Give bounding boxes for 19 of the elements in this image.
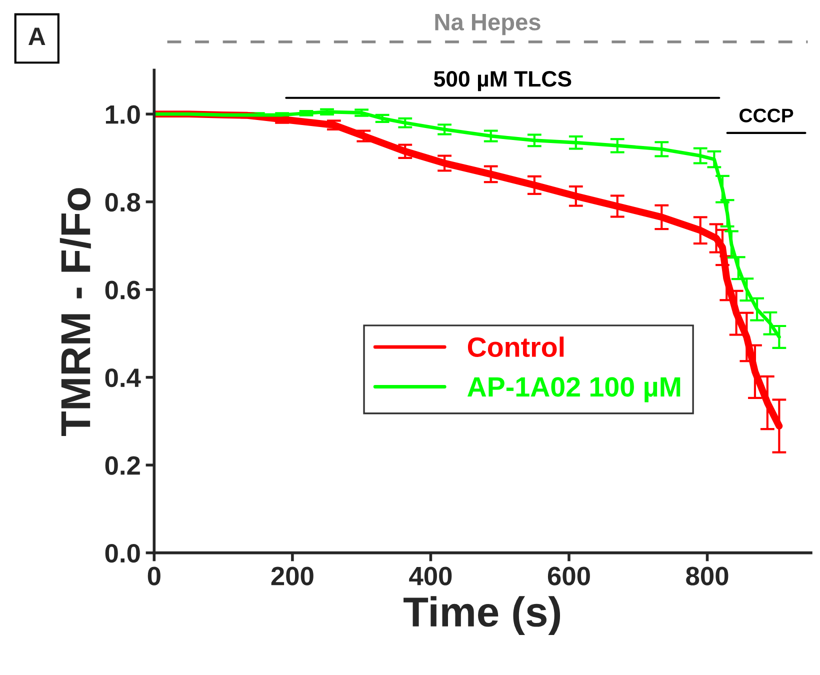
annotation: CCCP — [740, 108, 794, 122]
y-tick-label: 0.2 — [105, 456, 140, 475]
text: A — [28, 28, 46, 45]
y-tick-label: 0.4 — [105, 368, 141, 388]
x-tick-label: 200 — [271, 566, 314, 586]
y-axis-title: TMRM - F/Fo — [60, 188, 91, 436]
annotation: 500 µM TLCS — [434, 70, 572, 92]
x-axis-title: Time (s) — [404, 596, 560, 636]
x-tick-label: 600 — [548, 566, 590, 586]
y-tick-label: 0.0 — [105, 544, 140, 563]
legend-label: Control — [468, 336, 564, 357]
y-tick-label: 1.0 — [106, 105, 140, 124]
x-tick-label: 800 — [686, 566, 728, 586]
y-tick-label: 0.6 — [105, 280, 140, 300]
y-tick-label: 0.8 — [105, 192, 140, 212]
legend-label: AP-1A02 100 µM — [467, 377, 680, 402]
x-tick-label: 0 — [148, 566, 160, 586]
x-tick-label: 400 — [409, 566, 452, 586]
text: Na Hepes — [435, 14, 540, 36]
